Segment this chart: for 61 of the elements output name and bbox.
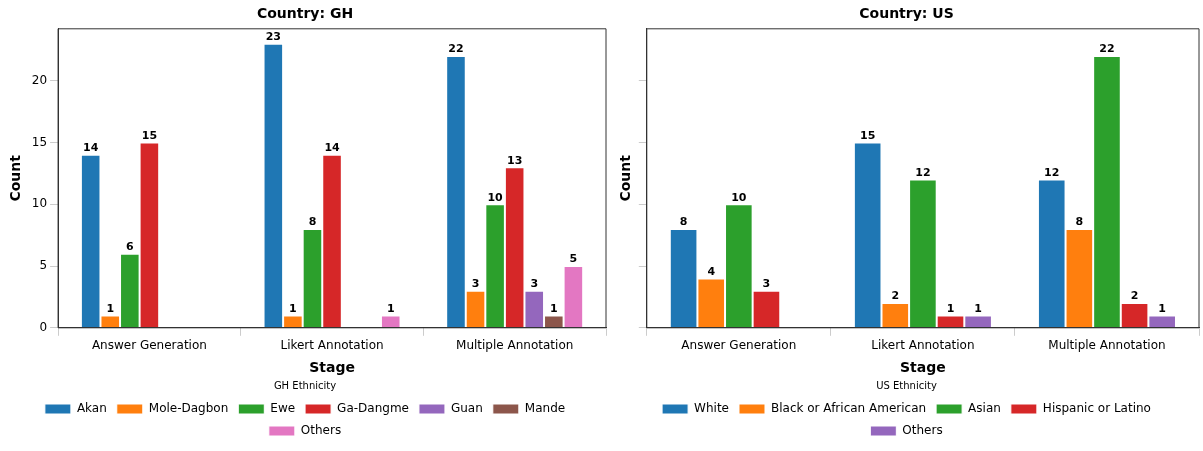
- y-axis-title: Count: [7, 154, 24, 202]
- y-tick-label: 10: [31, 196, 48, 211]
- data-label: 14: [83, 141, 99, 155]
- data-label: 1: [386, 301, 395, 315]
- legend-title: GH Ethnicity: [273, 379, 337, 391]
- data-label: 1: [946, 301, 955, 315]
- data-label: 5: [569, 252, 578, 266]
- legend-label: Others: [300, 423, 342, 438]
- x-tick-label: Answer Generation: [91, 338, 207, 353]
- y-tick-label: 5: [39, 258, 48, 273]
- data-label: 14: [324, 141, 341, 155]
- x-tick-label: Answer Generation: [681, 338, 797, 353]
- data-label: 15: [141, 128, 158, 142]
- x-tick-label: Likert Annotation: [871, 338, 975, 353]
- x-tick-label: Likert Annotation: [280, 338, 384, 353]
- legend-title: US Ethnicity: [876, 379, 937, 391]
- legend-label: Ewe: [270, 401, 296, 416]
- data-label: 6: [125, 240, 134, 254]
- y-axis-title: Count: [617, 154, 634, 202]
- data-label: 3: [471, 277, 480, 291]
- data-label: 1: [974, 301, 982, 315]
- data-label: 3: [762, 277, 771, 291]
- legend-label: Ga-Dangme: [337, 401, 409, 416]
- data-label: 1: [289, 301, 297, 315]
- data-label: 1: [549, 301, 558, 315]
- data-label: 2: [1130, 289, 1139, 303]
- data-label: 12: [1044, 165, 1060, 179]
- data-label: 22: [448, 42, 464, 56]
- chart-title: Country: US: [859, 5, 954, 22]
- y-tick-label: 0: [39, 319, 48, 334]
- legend-label: Mande: [524, 401, 566, 416]
- legend-label: Mole-Dagbon: [148, 401, 229, 416]
- legend-label: Hispanic or Latino: [1042, 401, 1151, 416]
- legend-label: Black or African American: [770, 401, 927, 416]
- data-label: 3: [530, 277, 539, 291]
- y-tick-label: 20: [31, 72, 48, 87]
- data-label: 10: [731, 190, 747, 204]
- data-label: 8: [1075, 215, 1084, 229]
- data-label: 1: [1158, 301, 1167, 315]
- data-label: 13: [507, 153, 523, 167]
- data-label: 10: [487, 190, 504, 204]
- x-axis-title: Stage: [900, 359, 946, 376]
- x-axis-title: Stage: [309, 359, 355, 376]
- data-label: 12: [915, 165, 931, 179]
- data-label: 15: [860, 128, 876, 142]
- chart-title: Country: GH: [256, 5, 354, 22]
- data-label: 23: [265, 29, 281, 43]
- data-label: 8: [679, 215, 688, 229]
- legend-label: White: [694, 401, 729, 416]
- legend-label: Asian: [968, 401, 1001, 416]
- x-tick-label: Multiple Annotation: [456, 338, 574, 353]
- data-label: 4: [707, 264, 716, 278]
- data-label: 8: [308, 215, 317, 229]
- legend-label: Guan: [450, 401, 483, 416]
- data-label: 2: [891, 289, 900, 303]
- data-label: 22: [1099, 42, 1115, 56]
- data-label: 1: [106, 301, 115, 315]
- y-tick-label: 15: [31, 134, 48, 149]
- legend-label: Akan: [76, 401, 107, 416]
- x-tick-label: Multiple Annotation: [1048, 338, 1166, 353]
- legend-label: Others: [902, 423, 943, 438]
